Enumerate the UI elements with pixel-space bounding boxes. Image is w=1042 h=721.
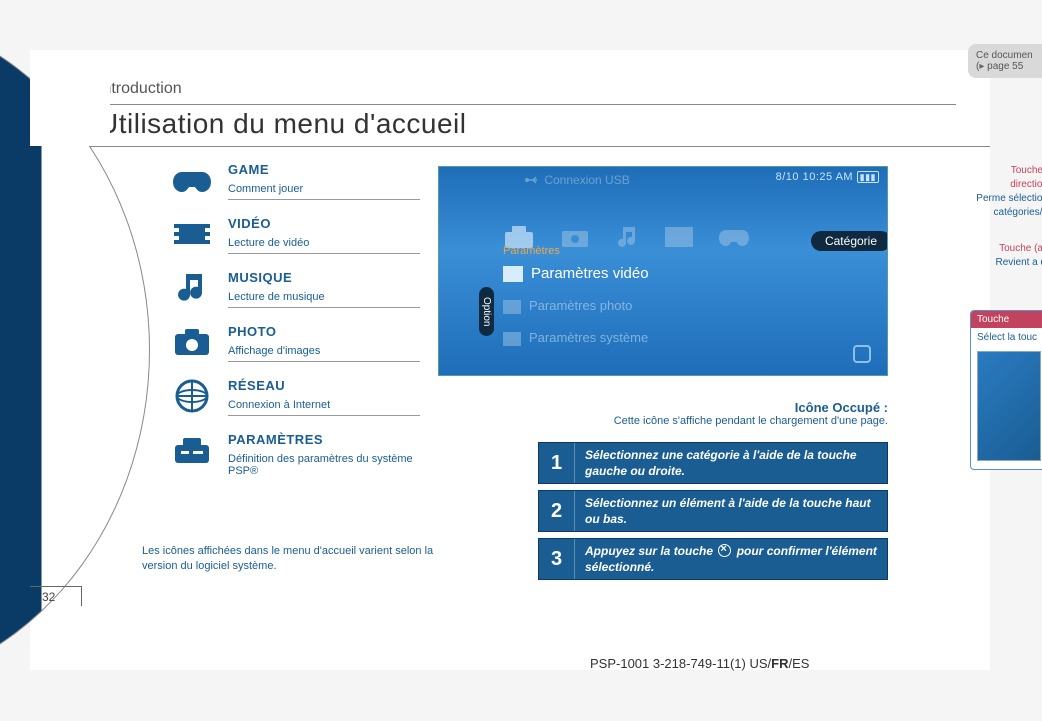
category-music: MUSIQUE Lecture de musique bbox=[170, 270, 420, 310]
next-page-touche-box: Touche Sélect la touc bbox=[970, 310, 1042, 470]
music-icon bbox=[615, 225, 639, 249]
category-title: PHOTO bbox=[228, 324, 420, 339]
photo-icon bbox=[561, 226, 589, 248]
busy-callout: Icône Occupé : Cette icône s'affiche pen… bbox=[588, 400, 888, 427]
divider bbox=[96, 104, 956, 105]
category-video: VIDÉO Lecture de vidéo bbox=[170, 216, 420, 256]
game-icon bbox=[170, 162, 214, 198]
category-subtitle: Affichage d'images bbox=[228, 345, 420, 357]
busy-icon bbox=[853, 345, 871, 363]
next-page-badge: Ce documen(▸ page 55 bbox=[968, 44, 1042, 78]
xmb-selected-category: Paramètres bbox=[503, 245, 560, 257]
busy-title: Icône Occupé : bbox=[588, 400, 888, 415]
touche-header: Touche bbox=[971, 311, 1042, 328]
step-3: 3 Appuyez sur la touche pour confirmer l… bbox=[538, 538, 888, 580]
category-network: RÉSEAU Connexion à Internet bbox=[170, 378, 420, 418]
step-text: Sélectionnez un élément à l'aide de la t… bbox=[575, 491, 887, 531]
category-list: GAME Comment jouer VIDÉO Lecture de vidé… bbox=[170, 162, 420, 497]
step-number: 2 bbox=[539, 491, 575, 531]
touche-thumbnail bbox=[977, 351, 1041, 461]
divider bbox=[30, 146, 990, 147]
category-subtitle: Comment jouer bbox=[228, 183, 420, 195]
xmb-option: Paramètres photo bbox=[503, 298, 649, 314]
game-icon bbox=[719, 227, 749, 247]
category-title: VIDÉO bbox=[228, 216, 420, 231]
section-label: Introduction bbox=[98, 80, 182, 98]
step-text: Sélectionnez une catégorie à l'aide de l… bbox=[575, 443, 887, 483]
xmb-option: Paramètres vidéo bbox=[503, 265, 649, 282]
step-1: 1 Sélectionnez une catégorie à l'aide de… bbox=[538, 442, 888, 484]
busy-desc: Cette icône s'affiche pendant le chargem… bbox=[588, 415, 888, 427]
step-number: 1 bbox=[539, 443, 575, 483]
category-subtitle: Définition des paramètres du système PSP… bbox=[228, 453, 420, 477]
category-subtitle: Lecture de vidéo bbox=[228, 237, 420, 249]
network-icon bbox=[170, 378, 214, 414]
next-page-direction-text: TTouches directionPerme sélection catégo… bbox=[974, 150, 1042, 220]
mask bbox=[30, 50, 110, 146]
page-title: Utilisation du menu d'accueil bbox=[98, 108, 466, 140]
page-number-box bbox=[30, 586, 82, 606]
xmb-option-list: Paramètres vidéo Paramètres photo Paramè… bbox=[503, 265, 649, 362]
category-subtitle: Lecture de musique bbox=[228, 291, 420, 303]
category-title: MUSIQUE bbox=[228, 270, 420, 285]
manual-page: Introduction Utilisation du menu d'accue… bbox=[30, 50, 990, 670]
step-2: 2 Sélectionnez un élément à l'aide de la… bbox=[538, 490, 888, 532]
category-settings: PARAMÈTRES Définition des paramètres du … bbox=[170, 432, 420, 483]
xmb-screenshot: 8/10 10:25 AM ▮▮▮ Connexion USB Paramètr… bbox=[438, 166, 888, 376]
next-page-home-text: Touche (acRevient a d' bbox=[974, 242, 1042, 270]
steps-list: 1 Sélectionnez une catégorie à l'aide de… bbox=[538, 442, 888, 586]
category-photo: PHOTO Affichage d'images bbox=[170, 324, 420, 364]
settings-icon bbox=[170, 432, 214, 468]
step-number: 3 bbox=[539, 539, 575, 579]
music-icon bbox=[170, 270, 214, 306]
category-game: GAME Comment jouer bbox=[170, 162, 420, 202]
category-title: PARAMÈTRES bbox=[228, 432, 420, 447]
step-text: Appuyez sur la touche pour confirmer l'é… bbox=[575, 539, 887, 579]
footnote: Les icônes affichées dans le menu d'accu… bbox=[142, 544, 452, 574]
page-number: 32 bbox=[42, 590, 55, 604]
option-pill: Option bbox=[479, 287, 494, 336]
category-title: GAME bbox=[228, 162, 420, 177]
footer-doc-id: PSP-1001 3-218-749-11(1) US/FR/ES bbox=[590, 656, 809, 671]
category-title: RÉSEAU bbox=[228, 378, 420, 393]
video-icon bbox=[170, 216, 214, 252]
xmb-usb-label: Connexion USB bbox=[525, 173, 630, 187]
xmb-clock: 8/10 10:25 AM ▮▮▮ bbox=[776, 171, 879, 183]
category-subtitle: Connexion à Internet bbox=[228, 399, 420, 411]
category-pill: Catégorie bbox=[811, 231, 888, 251]
video-icon bbox=[665, 227, 693, 247]
xmb-option: Paramètres système bbox=[503, 330, 649, 346]
photo-icon bbox=[170, 324, 214, 360]
touche-body: Sélect la touc bbox=[971, 328, 1042, 347]
